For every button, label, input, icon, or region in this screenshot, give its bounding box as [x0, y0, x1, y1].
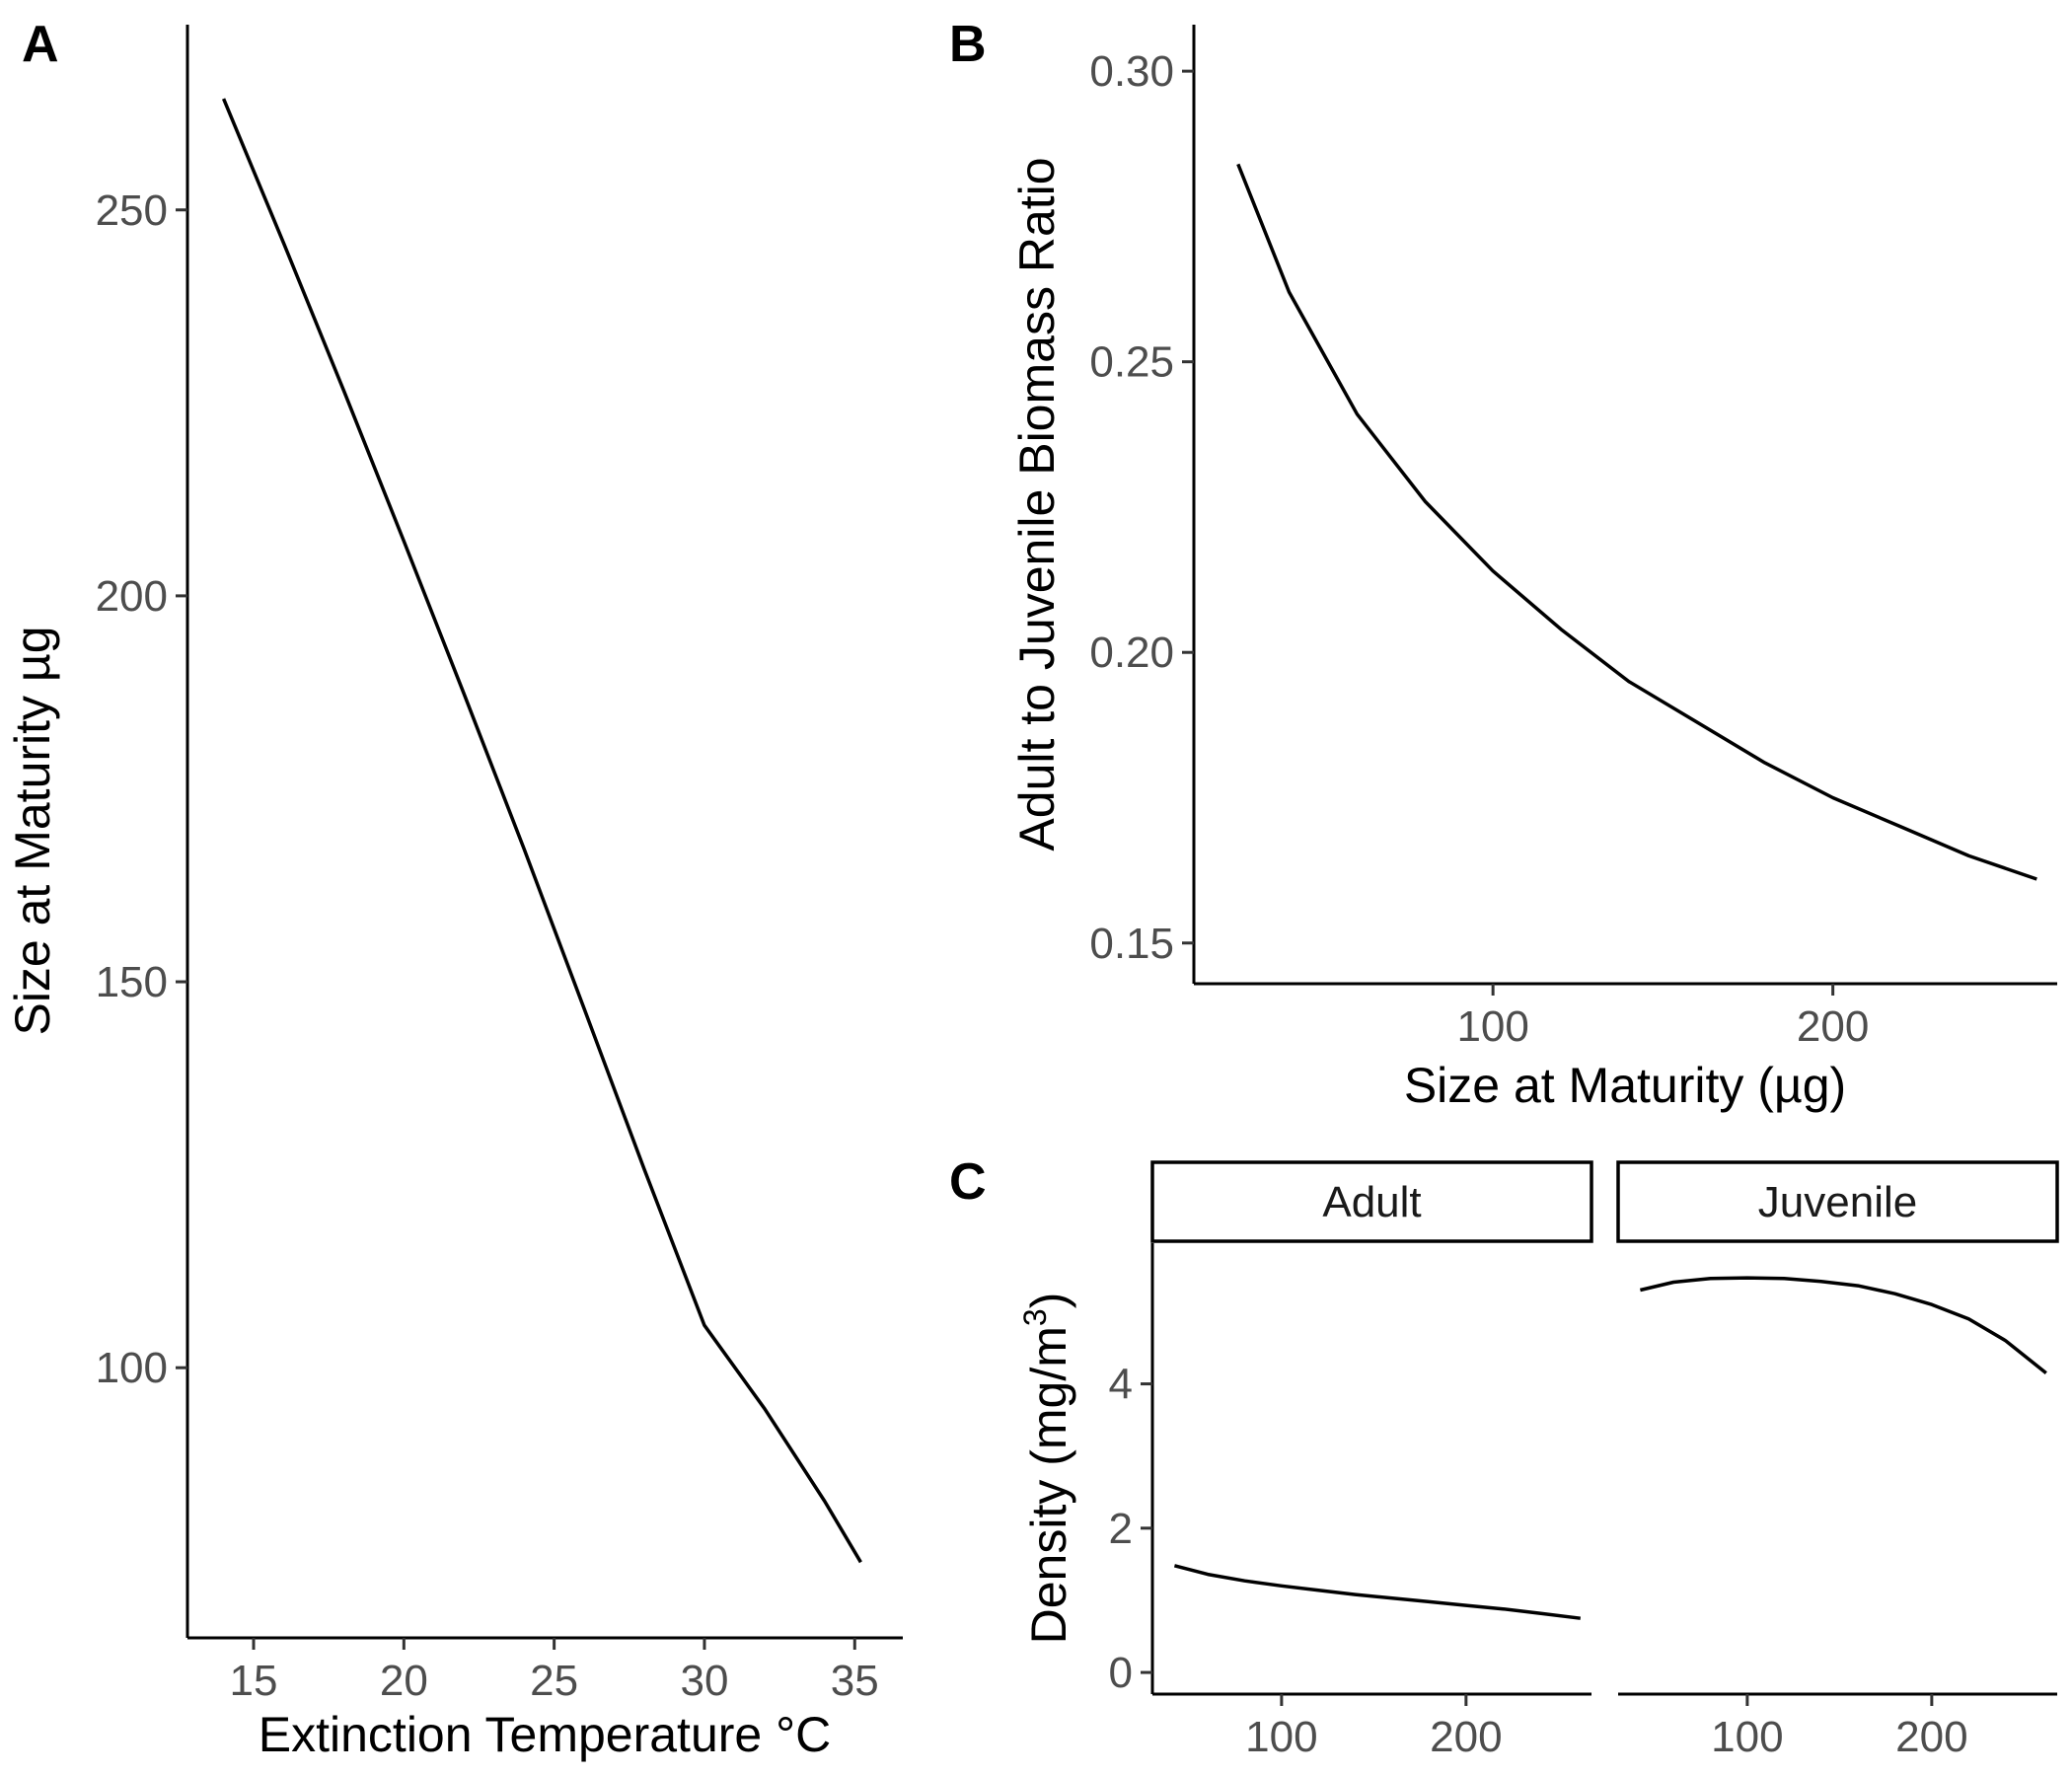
- y-tick-label: 0.15: [1089, 920, 1174, 968]
- panel-letter: C: [949, 1153, 987, 1211]
- x-tick-label: 200: [1797, 1002, 1869, 1051]
- panel-b: 0.15 0.20 0.25 0.30 100 200 Size at Maturity (…: [949, 16, 2057, 1113]
- y-tick-label: 100: [96, 1344, 168, 1392]
- x-tick-label: 30: [680, 1657, 728, 1705]
- y-tick-label: 0.20: [1089, 629, 1174, 677]
- y-tick-label: 0.25: [1089, 338, 1174, 387]
- y-axis-title-superscript: 3: [1017, 1308, 1053, 1326]
- series-line: [221, 98, 862, 1564]
- x-tick-label: 100: [1245, 1713, 1317, 1761]
- facet-strip: [1616, 1160, 2059, 1243]
- y-axis-title-main: Density (mg/m: [1021, 1326, 1076, 1644]
- x-tick-label: 100: [1711, 1713, 1783, 1761]
- y-tick-label: 2: [1109, 1505, 1133, 1553]
- facet-strip-label: Adult: [1322, 1178, 1421, 1226]
- x-tick-label: 200: [1895, 1713, 1967, 1761]
- series-line: [1639, 1276, 2047, 1374]
- y-tick-label: 0.30: [1089, 47, 1174, 96]
- y-tick-label: 150: [96, 958, 168, 1006]
- x-tick-label: 100: [1456, 1002, 1528, 1051]
- y-axis-title: Adult to Juvenile Biomass Ratio: [1009, 157, 1065, 851]
- y-tick-label: 250: [96, 186, 168, 235]
- y-axis-title: Size at Maturity µg: [5, 626, 60, 1035]
- x-tick-label: 15: [230, 1657, 278, 1705]
- x-axis-title: Extinction Temperature °C: [259, 1707, 831, 1762]
- panel-letter: B: [949, 16, 987, 73]
- y-tick-label: 0: [1109, 1649, 1133, 1697]
- x-tick-label: 20: [380, 1657, 428, 1705]
- facet-strip-label: Juvenile: [1758, 1178, 1917, 1226]
- panel-c: Adult 100 200 0 2 4 Juvenile 100 200 Density (mg/…: [949, 1153, 2059, 1761]
- facet-strip: [1150, 1160, 1593, 1243]
- y-tick-label: 4: [1109, 1361, 1133, 1409]
- y-axis-title-end: ): [1021, 1293, 1076, 1309]
- facet-adult: Adult 100 200 0 2 4: [1109, 1160, 1593, 1761]
- x-tick-label: 35: [831, 1657, 879, 1705]
- series-line: [1173, 1564, 1582, 1620]
- x-tick-label: 25: [530, 1657, 578, 1705]
- panel-letter: A: [22, 16, 59, 73]
- facet-juvenile: Juvenile 100 200: [1616, 1160, 2059, 1761]
- y-tick-label: 200: [96, 572, 168, 621]
- x-tick-label: 200: [1430, 1713, 1502, 1761]
- x-axis-title: Size at Maturity (µg): [1404, 1058, 1846, 1113]
- series-line: [1236, 163, 2037, 881]
- y-axis-title: Density (mg/m3): [1017, 1293, 1076, 1645]
